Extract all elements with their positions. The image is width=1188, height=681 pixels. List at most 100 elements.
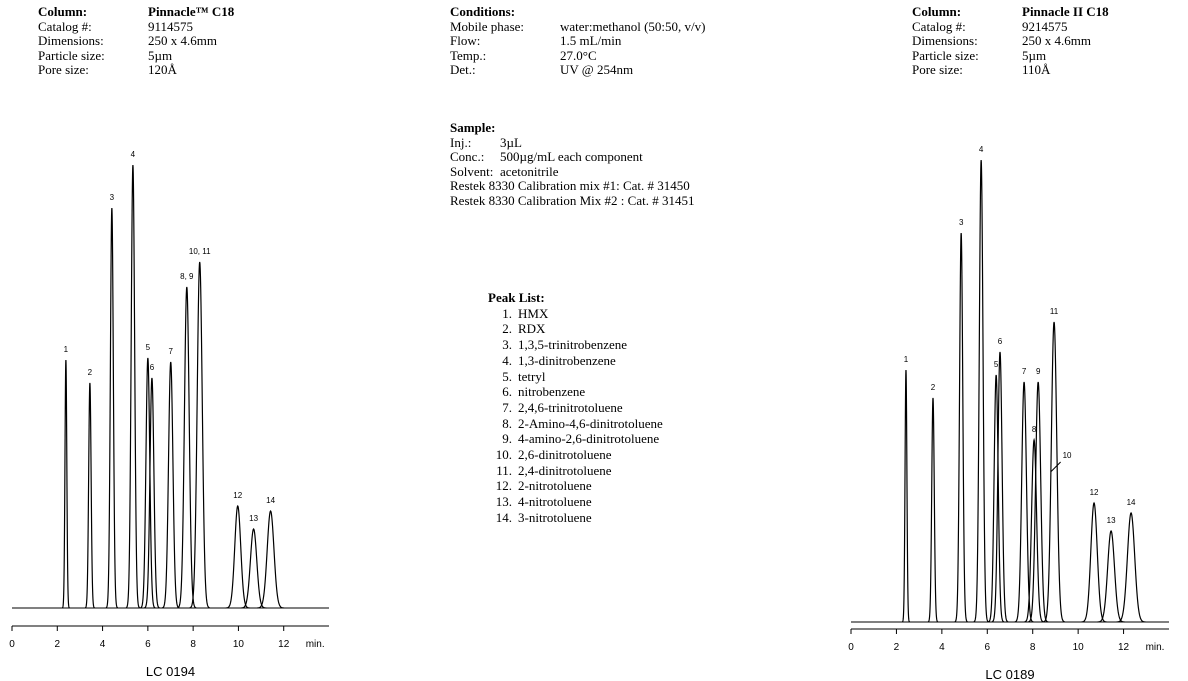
info-value: 5µm xyxy=(148,47,173,63)
peak xyxy=(105,207,118,609)
info-row: Inj.: 3µL xyxy=(450,135,694,151)
peak-label: 8, 9 xyxy=(180,272,194,281)
peak-name: HMX xyxy=(518,305,549,321)
info-value: 110Å xyxy=(1022,62,1051,77)
peak-number: 2. xyxy=(502,321,512,337)
peak xyxy=(1027,381,1049,623)
peak-item: 5. tetryl xyxy=(488,369,663,385)
peak-number: 7. xyxy=(502,399,512,415)
peak-number: 8. xyxy=(502,415,512,431)
peak-name: nitrobenzene xyxy=(518,384,586,400)
peak-label: 8 xyxy=(1032,425,1037,434)
info-value: 500µg/mL each component xyxy=(500,149,643,164)
info-key: Solvent: xyxy=(450,163,494,179)
peak-name: 1,3-dinitrobenzene xyxy=(518,352,616,368)
x-tick-label: 10 xyxy=(1073,642,1085,653)
x-tick-label: 4 xyxy=(100,639,106,650)
peak-label: 14 xyxy=(266,496,275,505)
peak-number: 10. xyxy=(495,447,512,463)
info-row: Catalog #: 9214575 xyxy=(912,18,1109,35)
info-value: Pinnacle II C18 xyxy=(1022,4,1109,19)
peak-name: RDX xyxy=(518,321,546,337)
conditions-title: Conditions: xyxy=(450,4,516,19)
info-value: UV @ 254nm xyxy=(560,62,634,77)
peak-name: 1,3,5-trinitrobenzene xyxy=(518,337,628,353)
column-info: Column: Pinnacle™ C18 Catalog #: 9114575 Dim… xyxy=(38,4,234,78)
info-row: Particle size: 5µm xyxy=(912,48,1109,64)
info-key: Det.: xyxy=(450,62,476,77)
info-key: Dimensions: xyxy=(912,33,978,48)
info-row: Dimensions: 250 x 4.6mm xyxy=(912,33,1109,49)
peak-label: 3 xyxy=(959,218,964,227)
peak xyxy=(1024,437,1045,623)
info-value: 120Å xyxy=(148,62,177,77)
leader-line xyxy=(1050,461,1061,473)
peak xyxy=(125,164,141,609)
peak-number: 11. xyxy=(496,462,512,478)
peak-number: 1. xyxy=(502,305,512,321)
sample: Sample: Inj.: 3µL Conc.: 500µg/mL each comp… xyxy=(450,120,695,208)
info-key: Column: xyxy=(38,4,88,19)
peak-name: 4-nitrotoluene xyxy=(518,494,592,510)
peak-label: 4 xyxy=(131,150,136,159)
info-row: Pore size: 110Å xyxy=(912,62,1109,78)
x-tick-label: 12 xyxy=(278,639,290,650)
peak xyxy=(927,397,939,623)
peak xyxy=(991,351,1009,623)
peak-number: 4. xyxy=(502,352,512,368)
info-value: 9214575 xyxy=(1022,18,1068,34)
peak-item: 14. 3-nitrotoluene xyxy=(488,510,663,526)
peak xyxy=(177,286,197,609)
info-row: Column: Pinnacle™ C18 xyxy=(38,4,234,20)
peak-number: 9. xyxy=(502,431,512,447)
peak xyxy=(901,369,910,623)
x-tick-label: 0 xyxy=(848,642,854,653)
x-tick-label: 8 xyxy=(190,639,196,650)
peak xyxy=(973,159,989,623)
info-row: Pore size: 120Å xyxy=(38,62,234,78)
info-key: Mobile phase: xyxy=(450,18,525,34)
peak xyxy=(1097,530,1125,623)
info-key: Temp.: xyxy=(450,47,487,63)
x-tick-label: 2 xyxy=(894,642,900,653)
sample-line: Restek 8330 Calibration Mix #2 : Cat. # … xyxy=(450,192,695,208)
peak-label: 1 xyxy=(64,345,69,354)
peak-label: 2 xyxy=(931,383,936,392)
peak-label: 3 xyxy=(110,193,115,202)
peak-number: 6. xyxy=(502,384,512,400)
info-value: 9114575 xyxy=(148,18,194,34)
peak-item: 10. 2,6-dinitrotoluene xyxy=(488,447,663,463)
peak-label: 7 xyxy=(168,347,173,356)
info-row: Dimensions: 250 x 4.6mm xyxy=(38,33,234,49)
peak-label: 5 xyxy=(994,360,999,369)
peak-name: 2-Amino-4,6-dinitrotoluene xyxy=(518,415,663,431)
peak-number: 12. xyxy=(495,478,512,494)
info-value: 250 x 4.6mm xyxy=(1022,33,1091,48)
peak-name: 3-nitrotoluene xyxy=(518,509,592,525)
peak-list: Peak List: 1. HMX 2. RDX 3. 1,3,5-trinitroben… xyxy=(488,290,663,526)
peak-item: 9. 4-amino-2,6-dinitrotoluene xyxy=(488,431,663,447)
peak-label: 10, 11 xyxy=(189,247,211,256)
info-value: 250 x 4.6mm xyxy=(148,33,217,48)
x-tick-label: 4 xyxy=(939,642,945,653)
info-row: Mobile phase: water:methanol (50:50, v/v) xyxy=(450,18,706,35)
peak-label: 1 xyxy=(904,355,909,364)
info-value: 1.5 mL/min xyxy=(560,33,622,48)
peak-label: 6 xyxy=(150,363,155,372)
x-tick-label: 12 xyxy=(1118,642,1130,653)
peak xyxy=(61,359,70,609)
peak-name: 4-amino-2,6-dinitrotoluene xyxy=(518,431,660,447)
info-value: water:methanol (50:50, v/v) xyxy=(560,18,706,34)
peak-item: 12. 2-nitrotoluene xyxy=(488,478,663,494)
x-tick-label: 2 xyxy=(55,639,61,650)
peak xyxy=(84,382,95,609)
peak xyxy=(140,357,156,609)
info-value: 27.0°C xyxy=(560,47,597,63)
x-tick-label: 6 xyxy=(145,639,151,650)
peak-label: 2 xyxy=(88,368,93,377)
info-row: Catalog #: 9114575 xyxy=(38,18,234,35)
x-tick-label: 10 xyxy=(233,639,245,650)
info-value: acetonitrile xyxy=(500,163,559,179)
peak-label: 11 xyxy=(1050,307,1059,316)
